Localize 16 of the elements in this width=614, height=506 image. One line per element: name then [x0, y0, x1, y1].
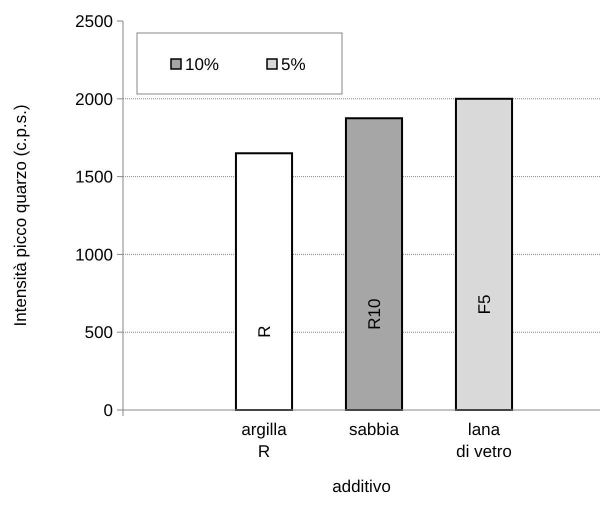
x-tick-label: sabbia — [348, 420, 400, 439]
data-label: R — [254, 325, 274, 338]
y-tick-label: 2000 — [75, 90, 113, 109]
legend-label: 10% — [185, 54, 220, 74]
y-tick-label: 2500 — [75, 12, 113, 31]
x-tick-label: lana di vetro — [456, 420, 512, 461]
legend-label: 5% — [281, 54, 306, 74]
x-axis-title: additivo — [332, 477, 391, 496]
y-tick-label: 1000 — [75, 245, 113, 264]
y-axis-title: Intensità picco quarzo (c.p.s.) — [10, 104, 30, 327]
data-label: R10 — [364, 298, 384, 330]
y-tick-label: 1500 — [75, 168, 113, 187]
y-tick-label: 0 — [104, 400, 113, 420]
y-tick-label: 500 — [84, 323, 113, 342]
x-tick-label: argilla R — [241, 420, 288, 461]
data-label: F5 — [474, 294, 494, 314]
